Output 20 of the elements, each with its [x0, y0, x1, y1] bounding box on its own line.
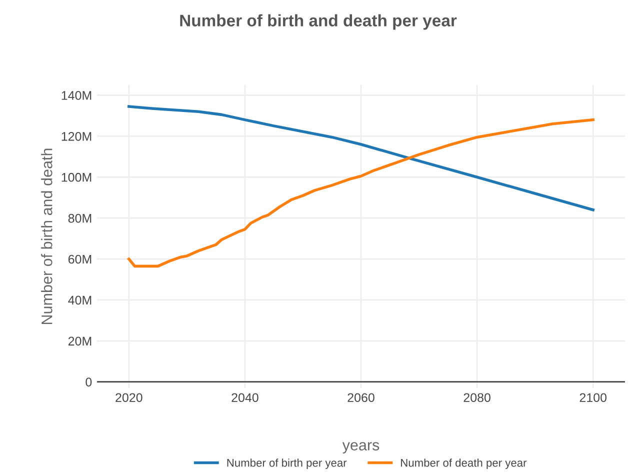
- line-series: [128, 105, 594, 212]
- y-tick-label: 0: [86, 378, 92, 387]
- legend-label: Number of death per year: [401, 458, 527, 469]
- y-tick-label: 60M: [68, 254, 92, 264]
- x-axis-title: years: [342, 442, 380, 454]
- y-tick-label: 140M: [62, 91, 92, 100]
- y-tick-label: 20M: [68, 336, 92, 346]
- x-tick-label: 2080: [464, 393, 490, 402]
- y-tick-label: 40M: [68, 296, 92, 305]
- chart-title: Number of birth and death per year: [180, 14, 457, 30]
- y-tick-label: 120M: [62, 132, 92, 141]
- legend-label: Number of birth per year: [227, 458, 347, 469]
- x-tick-label: 2020: [116, 393, 142, 402]
- y-tick-label: 80M: [68, 214, 92, 223]
- x-tick-label: 2060: [348, 393, 374, 402]
- y-tick-label: 100M: [62, 172, 92, 182]
- x-tick-label: 2100: [580, 393, 607, 402]
- x-tick-label: 2040: [232, 393, 258, 402]
- y-axis-title: Number of birth and death: [41, 148, 52, 324]
- line-series: [128, 118, 594, 268]
